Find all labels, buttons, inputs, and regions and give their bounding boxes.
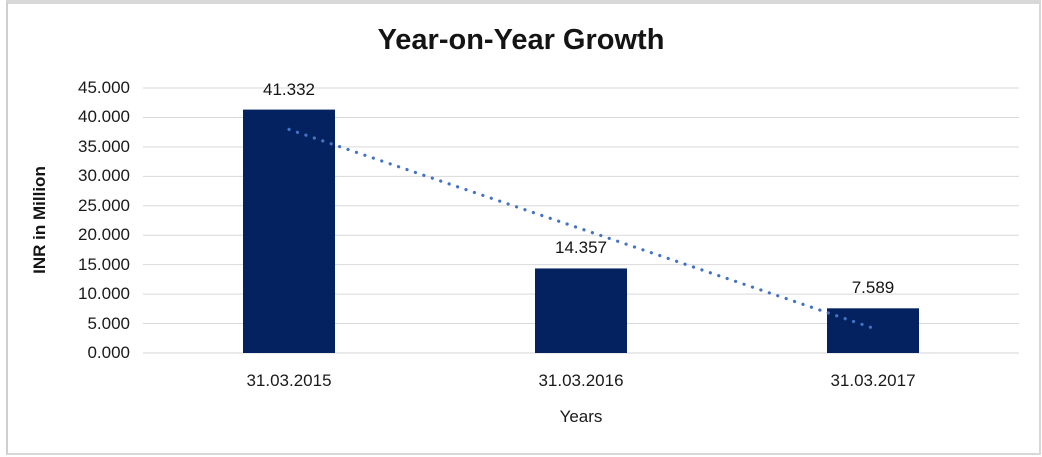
y-tick-label-35.000: 35.000 bbox=[78, 136, 130, 156]
chart-title: Year-on-Year Growth bbox=[377, 24, 665, 56]
x-axis-title: Years bbox=[559, 407, 603, 426]
y-tick-label-30.000: 30.000 bbox=[78, 166, 130, 186]
y-tick-label-10.000: 10.000 bbox=[78, 284, 130, 304]
y-tick-label-0.000: 0.000 bbox=[87, 343, 130, 362]
bar-31.03.2015 bbox=[243, 109, 335, 354]
x-category-label-31.03.2016: 31.03.2016 bbox=[538, 371, 624, 390]
bar-value-label-7.589: 7.589 bbox=[851, 278, 895, 298]
x-category-label-31.03.2017: 31.03.2017 bbox=[830, 371, 916, 390]
y-tick-label-20.000: 20.000 bbox=[78, 225, 130, 245]
y-tick-label-5.000: 5.000 bbox=[87, 313, 130, 333]
bar-31.03.2016 bbox=[535, 268, 627, 353]
y-tick-label-25.000: 25.000 bbox=[78, 195, 130, 215]
bar-31.03.2017 bbox=[827, 308, 919, 353]
x-category-label-31.03.2015: 31.03.2015 bbox=[246, 371, 332, 390]
y-tick-label-45.000: 45.000 bbox=[78, 78, 130, 97]
bar-value-label-14.357: 14.357 bbox=[555, 238, 607, 258]
bar-value-label-41.332: 41.332 bbox=[263, 79, 315, 99]
y-tick-label-15.000: 15.000 bbox=[78, 254, 130, 274]
y-tick-label-40.000: 40.000 bbox=[78, 107, 130, 127]
